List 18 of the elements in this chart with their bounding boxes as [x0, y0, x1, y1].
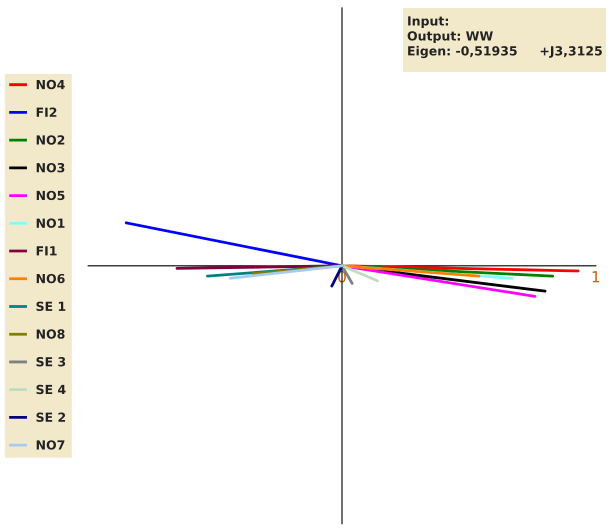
text: Input: [408, 16, 448, 28]
legend-label: SE 3 [36, 357, 66, 366]
legend-label: NO6 [36, 274, 65, 284]
text: Output: WW [408, 31, 493, 44]
x-tick-label: 1 [592, 271, 600, 282]
legend-label: FI2 [36, 108, 56, 117]
legend-label: NO2 [36, 135, 64, 145]
legend-label: NO3 [36, 162, 64, 172]
legend-label: SE 4 [36, 384, 66, 394]
legend-label: SE 1 [36, 302, 66, 312]
legend-label: NO7 [36, 440, 64, 450]
legend-label: NO4 [36, 80, 65, 90]
legend-label: SE 2 [36, 412, 66, 422]
legend-label: NO5 [36, 190, 64, 200]
text: Eigen: -0,51935 +J3,3125 [408, 46, 602, 58]
legend-label: NO8 [36, 329, 65, 339]
legend-label: NO1 [36, 218, 64, 228]
legend-label: FI1 [36, 246, 57, 256]
